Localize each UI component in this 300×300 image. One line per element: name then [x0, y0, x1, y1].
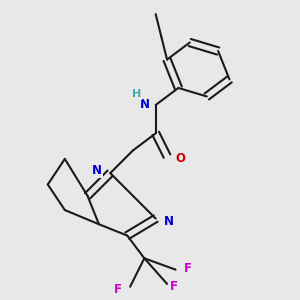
Text: F: F — [184, 262, 192, 275]
Text: F: F — [114, 283, 122, 296]
Text: N: N — [140, 98, 150, 112]
Text: H: H — [132, 88, 142, 99]
Text: O: O — [176, 152, 186, 165]
Text: N: N — [92, 164, 102, 177]
Text: N: N — [164, 215, 174, 228]
Text: F: F — [170, 280, 178, 293]
